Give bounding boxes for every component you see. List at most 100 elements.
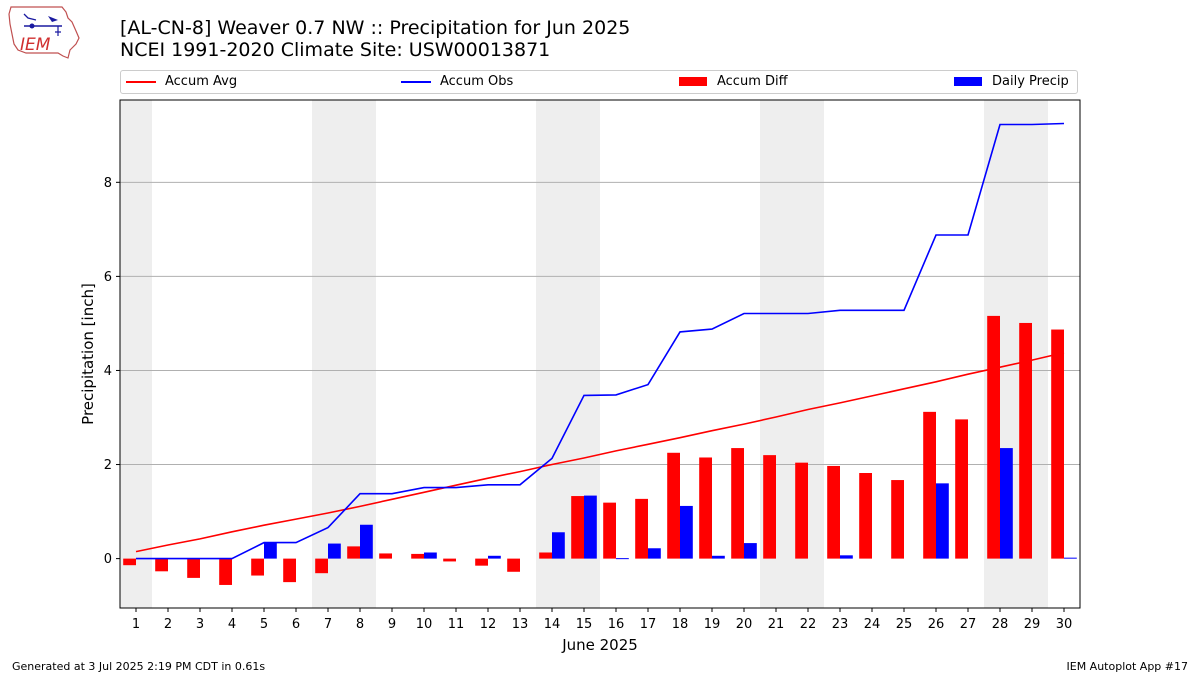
x-tick-label-15: 15 bbox=[576, 617, 593, 632]
legend-swatch-accum-avg bbox=[126, 80, 156, 83]
x-tick-label-13: 13 bbox=[512, 617, 529, 632]
x-tick-label-1: 1 bbox=[132, 617, 140, 632]
bar-daily-precip-day-30 bbox=[1064, 557, 1077, 559]
bar-accum-diff-day-19 bbox=[699, 457, 712, 559]
x-tick-label-9: 9 bbox=[388, 617, 396, 632]
bar-accum-diff-day-30 bbox=[1051, 329, 1064, 559]
x-tick-label-2: 2 bbox=[164, 617, 172, 632]
chart-title: [AL-CN-8] Weaver 0.7 NW :: Precipitation… bbox=[120, 17, 631, 39]
bar-accum-diff-day-13 bbox=[507, 558, 520, 572]
x-axis-label: June 2025 bbox=[561, 636, 638, 654]
y-ticks: 0 2 4 6 8 bbox=[104, 176, 120, 567]
x-tick-label-23: 23 bbox=[832, 617, 849, 632]
bar-accum-diff-day-5 bbox=[251, 558, 264, 576]
bar-accum-diff-day-1 bbox=[123, 558, 136, 566]
legend-swatch-daily-precip bbox=[954, 77, 982, 86]
plot-frame bbox=[119, 99, 1081, 609]
y-tick-label-0: 0 bbox=[104, 552, 112, 567]
bar-accum-diff-day-20 bbox=[731, 448, 744, 559]
x-tick-label-12: 12 bbox=[480, 617, 497, 632]
footer-app: IEM Autoplot App #17 bbox=[1066, 660, 1189, 673]
y-tick-label-8: 8 bbox=[104, 176, 112, 191]
x-tick-label-3: 3 bbox=[196, 617, 204, 632]
bar-accum-diff-day-6 bbox=[283, 558, 296, 583]
legend-label-accum-diff: Accum Diff bbox=[717, 74, 788, 89]
x-tick-label-8: 8 bbox=[356, 617, 364, 632]
weekend-band-day-8 bbox=[344, 100, 376, 608]
x-tick-label-27: 27 bbox=[960, 617, 977, 632]
bar-daily-precip-day-5 bbox=[264, 542, 277, 559]
bar-accum-diff-day-8 bbox=[347, 546, 360, 559]
x-tick-label-16: 16 bbox=[608, 617, 625, 632]
bar-daily-precip-day-18 bbox=[680, 505, 693, 559]
weekend-band-day-14 bbox=[536, 100, 568, 608]
bar-daily-precip-day-10 bbox=[424, 552, 437, 559]
bar-daily-precip-day-23 bbox=[840, 555, 853, 559]
bar-accum-diff-day-23 bbox=[827, 465, 840, 559]
chart-subtitle: NCEI 1991-2020 Climate Site: USW00013871 bbox=[120, 39, 551, 61]
x-tick-label-22: 22 bbox=[800, 617, 817, 632]
x-tick-label-14: 14 bbox=[544, 617, 561, 632]
legend-item-daily-precip: Daily Precip bbox=[954, 74, 1069, 89]
y-tick-label-2: 2 bbox=[104, 458, 112, 473]
x-tick-label-6: 6 bbox=[292, 617, 300, 632]
legend-item-accum-obs: Accum Obs bbox=[401, 74, 513, 89]
bar-accum-diff-day-24 bbox=[859, 473, 872, 559]
x-tick-label-21: 21 bbox=[768, 617, 785, 632]
bar-daily-precip-day-16 bbox=[616, 558, 629, 560]
bar-accum-diff-day-2 bbox=[155, 558, 168, 572]
x-tick-label-4: 4 bbox=[228, 617, 236, 632]
bar-accum-diff-day-25 bbox=[891, 480, 904, 559]
bar-accum-diff-day-10 bbox=[411, 553, 424, 559]
legend-label-accum-avg: Accum Avg bbox=[165, 74, 238, 89]
bars bbox=[123, 315, 1077, 585]
bar-accum-diff-day-27 bbox=[955, 419, 968, 559]
iem-logo: IEM bbox=[6, 4, 82, 62]
line-accum-obs bbox=[136, 122, 1065, 560]
x-tick-label-24: 24 bbox=[864, 617, 881, 632]
legend-swatch-accum-diff bbox=[679, 77, 707, 86]
x-tick-label-5: 5 bbox=[260, 617, 268, 632]
bar-accum-diff-day-21 bbox=[763, 455, 776, 559]
x-tick-label-19: 19 bbox=[704, 617, 721, 632]
legend-item-accum-avg: Accum Avg bbox=[126, 74, 237, 89]
bar-accum-diff-day-14 bbox=[539, 552, 552, 559]
y-tick-label-6: 6 bbox=[104, 270, 112, 285]
bar-accum-diff-day-29 bbox=[1019, 322, 1032, 559]
x-tick-label-7: 7 bbox=[324, 617, 332, 632]
x-tick-label-17: 17 bbox=[640, 617, 657, 632]
bar-daily-precip-day-19 bbox=[712, 555, 725, 559]
legend: Accum Avg Accum Obs Accum Diff Daily Pre… bbox=[120, 70, 1078, 94]
bar-daily-precip-day-8 bbox=[360, 524, 373, 559]
x-tick-label-26: 26 bbox=[928, 617, 945, 632]
bar-daily-precip-day-14 bbox=[552, 532, 565, 559]
weekend-band-day-7 bbox=[312, 100, 344, 608]
legend-item-accum-diff: Accum Diff bbox=[679, 74, 788, 89]
bar-accum-diff-day-15 bbox=[571, 496, 584, 559]
bar-accum-diff-day-7 bbox=[315, 558, 328, 574]
x-tick-label-10: 10 bbox=[416, 617, 433, 632]
x-tick-label-29: 29 bbox=[1024, 617, 1041, 632]
bar-daily-precip-day-15 bbox=[584, 495, 597, 559]
bar-accum-diff-day-26 bbox=[923, 411, 936, 559]
x-tick-label-20: 20 bbox=[736, 617, 753, 632]
bar-daily-precip-day-28 bbox=[1000, 448, 1013, 559]
bar-daily-precip-day-12 bbox=[488, 555, 501, 559]
bar-accum-diff-day-9 bbox=[379, 553, 392, 559]
legend-label-daily-precip: Daily Precip bbox=[992, 74, 1069, 89]
weekend-band-day-1 bbox=[120, 100, 152, 608]
bar-daily-precip-day-20 bbox=[744, 543, 757, 559]
y-axis-label: Precipitation [inch] bbox=[79, 283, 97, 425]
line-accum-avg bbox=[135, 351, 1065, 553]
x-ticks: 1 2 3 4 5 6 7 8 9 10 11 12 13 14 15 16 17 18 19 20 21 22 23 24 2… bbox=[132, 608, 1072, 632]
bar-daily-precip-day-17 bbox=[648, 548, 661, 559]
bar-accum-diff-day-18 bbox=[667, 452, 680, 559]
bar-daily-precip-day-26 bbox=[936, 483, 949, 559]
bar-accum-diff-day-4 bbox=[219, 558, 232, 585]
legend-label-accum-obs: Accum Obs bbox=[440, 74, 514, 89]
bar-accum-diff-day-28 bbox=[987, 315, 1000, 559]
bar-accum-diff-day-11 bbox=[443, 558, 456, 562]
bar-accum-diff-day-16 bbox=[603, 502, 616, 559]
y-tick-label-4: 4 bbox=[104, 364, 112, 379]
